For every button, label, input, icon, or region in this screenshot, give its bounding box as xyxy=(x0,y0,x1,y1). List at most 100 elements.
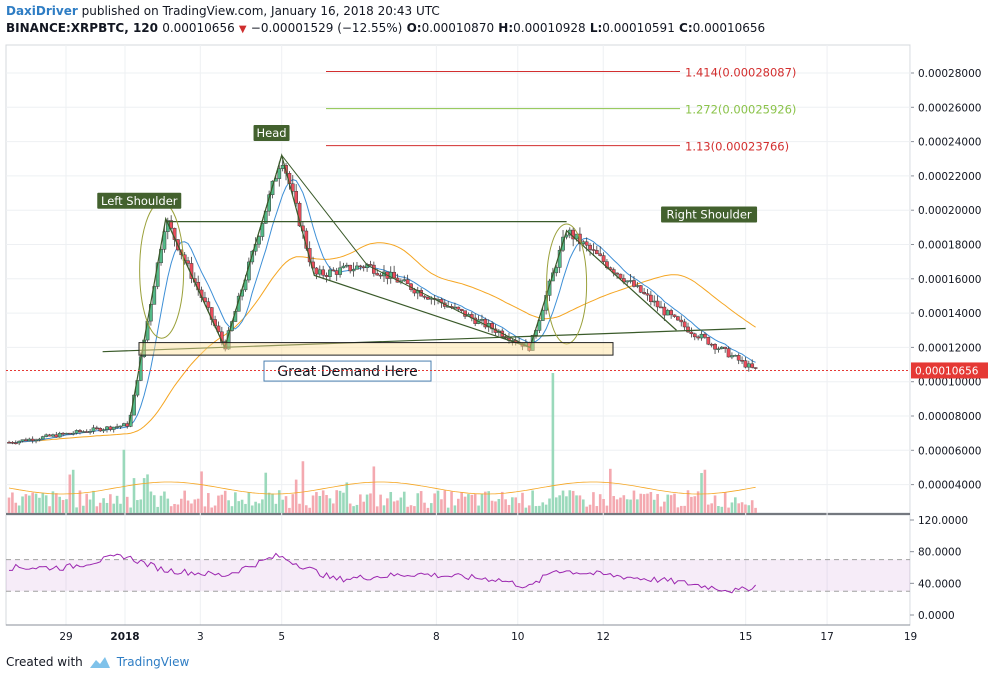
candle-body xyxy=(98,428,103,432)
candle-body xyxy=(54,434,59,438)
volume-bar xyxy=(362,501,366,513)
candle-body xyxy=(672,314,677,317)
volume-bar xyxy=(706,504,710,513)
last-price: 0.00010656 xyxy=(162,21,235,35)
volume-bar xyxy=(325,495,328,513)
candle-body xyxy=(40,436,45,440)
candle-body xyxy=(277,168,282,179)
price-tick-label: 0.00012000 xyxy=(918,342,981,354)
candle-body xyxy=(459,308,464,311)
candle-body xyxy=(358,265,363,268)
volume-bar xyxy=(673,493,676,513)
volume-bar xyxy=(389,491,393,513)
volume-bar xyxy=(48,506,51,513)
slow-moving-average-line xyxy=(8,242,756,444)
candle-body xyxy=(746,363,751,368)
candle-body xyxy=(588,244,592,250)
candle-body xyxy=(642,291,646,294)
volume-bar xyxy=(24,494,28,513)
symbol-label[interactable]: BINANCE:XRPBTC, 120 xyxy=(6,21,158,35)
candle-body xyxy=(27,438,32,442)
candle-body xyxy=(338,267,342,275)
volume-bar xyxy=(240,499,244,513)
low-label: L: xyxy=(589,21,603,35)
volume-bar xyxy=(419,491,423,513)
left-shoulder-badge xyxy=(97,192,182,209)
volume-bar xyxy=(169,506,173,513)
volume-bar xyxy=(58,496,61,513)
candle-body xyxy=(638,285,643,293)
volume-bar xyxy=(149,491,153,513)
candle-body xyxy=(615,272,619,275)
candle-body xyxy=(51,434,55,437)
candle-body xyxy=(716,348,721,350)
volume-bar xyxy=(436,490,440,513)
volume-bar xyxy=(369,493,372,513)
candle-body xyxy=(317,269,322,275)
candle-body xyxy=(290,183,295,192)
candle-body xyxy=(682,321,687,328)
candle-body xyxy=(260,223,265,237)
volume-bar xyxy=(740,502,744,513)
candle-body xyxy=(95,427,99,430)
volume-bar xyxy=(176,504,180,513)
volume-bar xyxy=(159,495,163,513)
tradingview-link[interactable]: TradingView xyxy=(116,655,190,669)
volume-bar xyxy=(531,490,534,513)
volume-bar xyxy=(446,507,450,513)
volume-bar xyxy=(521,492,524,513)
volume-bar xyxy=(156,506,159,513)
right-shoulder-badge xyxy=(661,206,758,223)
rsi-tick-label: 80.0000 xyxy=(918,547,961,559)
volume-bar xyxy=(190,503,193,513)
volume-bar xyxy=(386,498,389,513)
candle-body xyxy=(537,320,542,331)
candle-body xyxy=(706,337,711,345)
candle-body xyxy=(378,274,383,277)
volume-bar xyxy=(609,468,612,513)
volume-bar xyxy=(291,494,295,513)
volume-bar xyxy=(710,503,713,513)
volume-bar xyxy=(602,499,605,513)
right-shoulder-ellipse xyxy=(546,223,588,345)
volume-bar xyxy=(122,449,126,513)
volume-bar xyxy=(666,494,670,513)
time-tick-label: 19 xyxy=(904,631,917,643)
volume-bar xyxy=(98,502,102,513)
volume-bar xyxy=(727,507,730,513)
volume-bar xyxy=(409,505,413,513)
volume-bar xyxy=(230,506,234,513)
volume-bar xyxy=(696,491,700,513)
candle-body xyxy=(662,306,667,316)
candle-body xyxy=(314,267,319,275)
candle-body xyxy=(540,309,545,321)
price-tick-label: 0.00018000 xyxy=(918,240,981,252)
volume-bar xyxy=(473,494,477,513)
candle-body xyxy=(348,264,353,272)
volume-bar xyxy=(554,497,558,513)
candle-body xyxy=(115,426,119,428)
price-tick-label: 0.00026000 xyxy=(918,102,981,114)
volume-bar xyxy=(271,493,274,513)
volume-bar xyxy=(450,491,453,513)
volume-bar xyxy=(433,493,436,513)
candle-body xyxy=(422,295,427,298)
volume-bar xyxy=(27,495,31,513)
candle-body xyxy=(351,269,356,272)
author-link[interactable]: DaxiDriver xyxy=(6,4,78,18)
volume-bar xyxy=(402,491,406,513)
candle-body xyxy=(405,279,410,285)
volume-bar xyxy=(737,503,740,513)
volume-bar xyxy=(568,490,572,513)
candle-body xyxy=(44,434,49,437)
candle-body xyxy=(628,280,633,282)
volume-bar xyxy=(480,493,484,513)
right-shoulder-label: Right Shoulder xyxy=(666,207,751,221)
rsi-tick-label: 40.0000 xyxy=(918,578,961,590)
candle-body xyxy=(334,270,339,275)
volume-bar xyxy=(517,503,521,513)
close-value: 0.00010656 xyxy=(692,21,766,35)
volume-bar xyxy=(598,494,602,513)
candle-body xyxy=(361,266,366,269)
